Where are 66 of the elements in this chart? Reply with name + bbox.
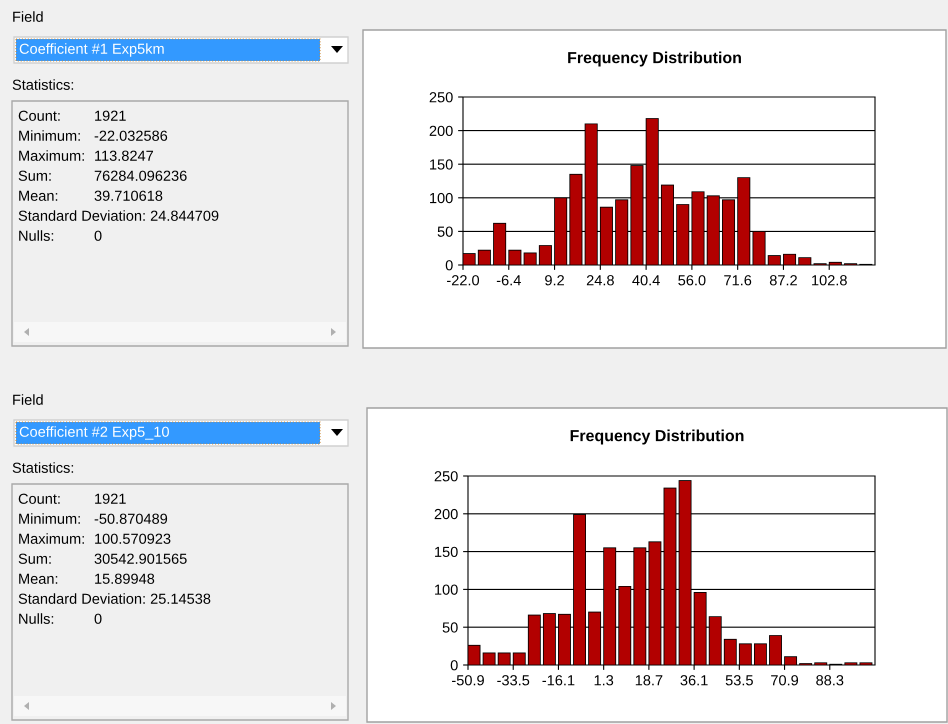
x-tick-label: 102.8 <box>812 275 847 286</box>
y-tick-label: 0 <box>446 260 453 270</box>
text: -50.870489 <box>94 514 168 524</box>
y-tick-label: 200 <box>434 508 458 520</box>
text: Count: <box>18 110 60 121</box>
y-tick-label: 50 <box>442 622 458 633</box>
text: 113.8247 <box>95 150 154 161</box>
x-tick-label: -33.5 <box>497 675 530 686</box>
text: 15.89948 <box>95 574 154 584</box>
text: Nulls: <box>19 613 54 624</box>
chart-title: Frequency Distribution <box>568 52 741 66</box>
text: Statistics: <box>12 79 74 90</box>
x-tick-label: 40.4 <box>632 275 660 286</box>
x-tick-label: 9.2 <box>545 275 564 286</box>
x-tick-label: 88.3 <box>816 675 844 686</box>
x-tick-label: 24.8 <box>586 275 614 286</box>
text: Statistics: <box>12 462 74 473</box>
text: Maximum: <box>19 150 84 161</box>
y-tick-label: 150 <box>430 159 453 170</box>
text: 30542.901565 <box>94 554 187 564</box>
text: 25.14538 <box>150 594 210 604</box>
text: 0 <box>94 230 102 241</box>
chart-title: Frequency Distribution <box>570 430 744 444</box>
x-tick-label: -22.0 <box>447 275 480 286</box>
text: Maximum: <box>19 533 84 544</box>
text: Standard Deviation: <box>18 593 145 604</box>
x-tick-label: 70.9 <box>771 675 798 686</box>
text: 39.710618 <box>94 190 162 201</box>
text: 100.570923 <box>95 534 170 544</box>
text: -22.032586 <box>94 130 168 141</box>
x-tick-label: 36.1 <box>680 675 708 686</box>
y-tick-label: 250 <box>430 92 453 102</box>
y-tick-label: 200 <box>430 126 453 136</box>
y-tick-label: 100 <box>435 584 458 595</box>
text: Nulls: <box>19 230 54 241</box>
x-tick-label: 1.3 <box>594 675 614 686</box>
text: Count: <box>18 494 60 504</box>
y-tick-label: 150 <box>435 546 458 558</box>
x-tick-label: 53.5 <box>726 675 753 686</box>
text: Sum: <box>18 554 51 564</box>
x-tick-label: 71.6 <box>724 275 752 286</box>
y-tick-label: 0 <box>450 660 458 670</box>
text: 0 <box>94 614 102 624</box>
text: Coefficient #2 Exp5_10 <box>20 426 169 440</box>
x-tick-label: -6.4 <box>496 275 521 286</box>
text: Coefficient #1 Exp5km <box>20 43 164 57</box>
text: Sum: <box>18 170 51 181</box>
text: Mean: <box>19 574 58 584</box>
text: Field <box>13 11 43 22</box>
x-tick-label: -16.1 <box>542 675 574 686</box>
y-tick-label: 50 <box>438 226 453 237</box>
text: Standard Deviation: <box>18 210 145 221</box>
x-tick-label: 87.2 <box>770 275 797 286</box>
text: Minimum: <box>19 513 80 524</box>
text: 24.844709 <box>150 210 218 221</box>
text: 76284.096236 <box>94 170 187 181</box>
text: Mean: <box>19 190 58 201</box>
text: Field <box>13 394 43 405</box>
x-tick-label: -50.9 <box>452 675 484 686</box>
x-tick-label: 56.0 <box>678 275 706 286</box>
text: 1921 <box>95 110 126 121</box>
x-tick-label: 18.7 <box>636 675 662 686</box>
y-tick-label: 100 <box>430 192 453 204</box>
text: 1921 <box>95 494 126 504</box>
y-tick-label: 250 <box>434 471 458 482</box>
text: Minimum: <box>19 130 80 141</box>
